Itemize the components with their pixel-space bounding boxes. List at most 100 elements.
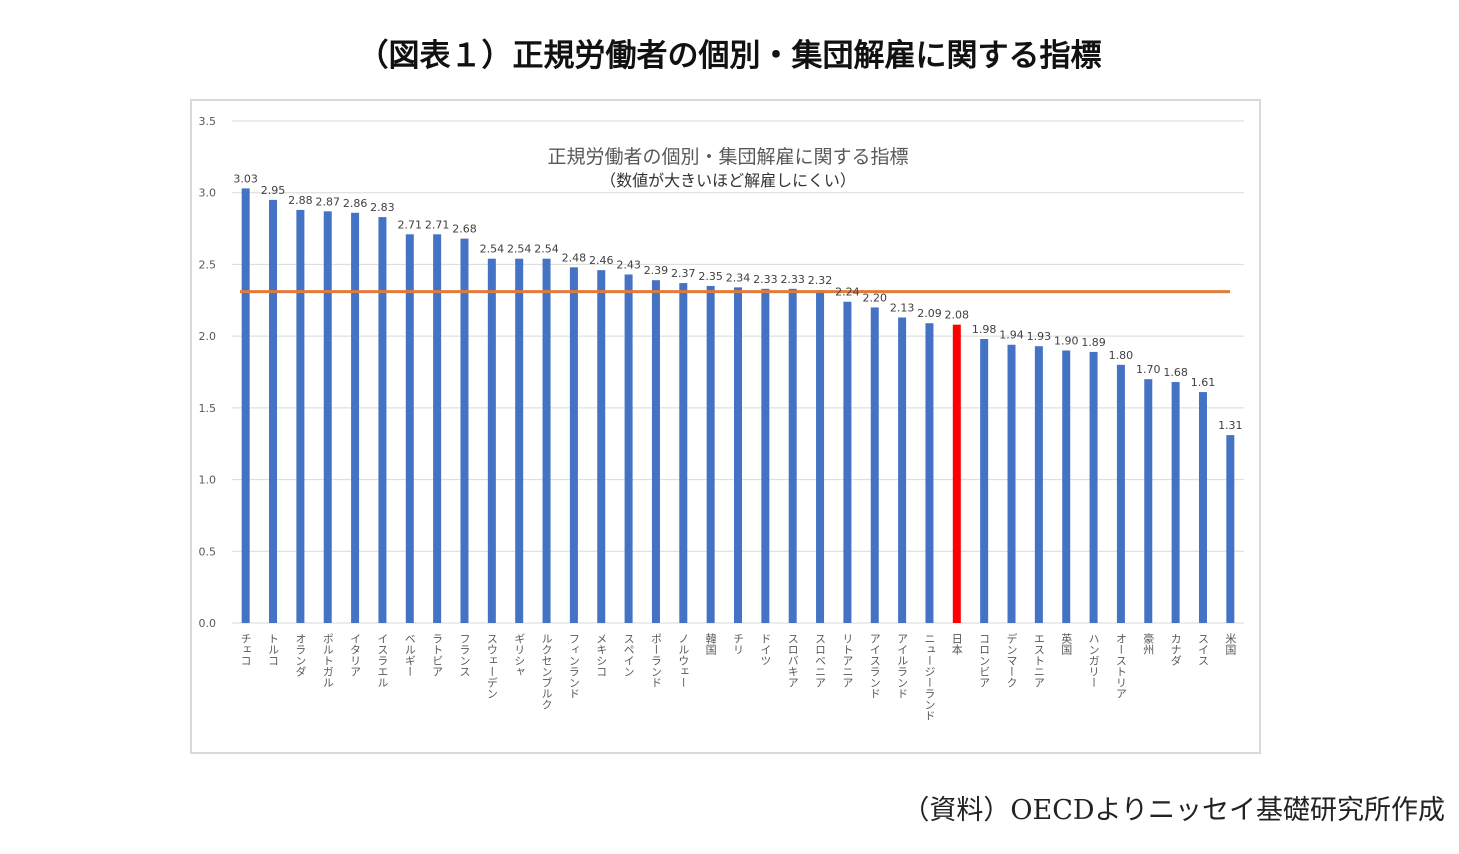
x-tick-label: リトアニア bbox=[841, 633, 854, 688]
data-label: 2.54 bbox=[534, 243, 559, 256]
bar bbox=[1116, 364, 1125, 623]
x-tick-label: チェコ bbox=[239, 633, 252, 666]
bar bbox=[569, 267, 578, 623]
x-tick-label: イタリア bbox=[349, 633, 362, 677]
data-label: 3.03 bbox=[233, 172, 257, 185]
data-label: 2.83 bbox=[370, 201, 395, 214]
data-label: 2.88 bbox=[288, 194, 313, 207]
y-tick-label: 1.0 bbox=[199, 474, 217, 487]
bar bbox=[706, 285, 715, 623]
x-tick-label: 豪州 bbox=[1142, 632, 1155, 655]
data-label: 2.54 bbox=[507, 243, 532, 256]
bar bbox=[1034, 346, 1043, 623]
bar bbox=[296, 209, 305, 623]
x-tick-label: ノルウェー bbox=[677, 633, 690, 688]
bar bbox=[870, 307, 879, 623]
x-tick-label: アイルランド bbox=[896, 633, 909, 699]
x-tick-label: イスラエル bbox=[376, 633, 389, 688]
bar bbox=[597, 270, 606, 623]
x-tick-label: チリ bbox=[732, 633, 745, 655]
bar bbox=[925, 323, 934, 623]
x-tick-label: ポーランド bbox=[649, 633, 662, 688]
x-tick-label: スイス bbox=[1196, 633, 1209, 666]
x-tick-label: コロンビア bbox=[978, 633, 991, 688]
bar bbox=[351, 212, 360, 623]
chart-frame: 0.0 0.5 1.0 1.5 2.0 2.5 3.0 3.5 正規労働者の個別・集団解雇に関… bbox=[190, 99, 1261, 754]
bar bbox=[1062, 350, 1071, 623]
data-label: 2.86 bbox=[343, 197, 368, 210]
bar bbox=[980, 339, 989, 623]
page-title: （図表１）正規労働者の個別・集団解雇に関する指標 bbox=[357, 38, 1102, 74]
bar bbox=[1144, 379, 1153, 623]
data-label: 2.13 bbox=[890, 301, 915, 314]
data-label: 2.71 bbox=[425, 218, 450, 231]
bar bbox=[405, 234, 414, 623]
data-label: 1.93 bbox=[1027, 330, 1052, 343]
data-label: 1.61 bbox=[1191, 376, 1216, 389]
data-label: 2.33 bbox=[780, 273, 805, 286]
x-tick-label: ルクセンブルク bbox=[540, 633, 553, 710]
data-label: 1.94 bbox=[999, 329, 1024, 342]
data-label: 2.54 bbox=[480, 243, 505, 256]
bar bbox=[1089, 351, 1098, 623]
data-label: 2.46 bbox=[589, 254, 614, 267]
x-tick-label: 韓国 bbox=[704, 633, 717, 656]
y-tick-label: 2.5 bbox=[199, 258, 217, 271]
data-label: 2.33 bbox=[753, 273, 778, 286]
bar bbox=[788, 288, 797, 623]
x-tick-label: エストニア bbox=[1032, 633, 1045, 688]
y-axis-ticks: 0.0 0.5 1.0 1.5 2.0 2.5 3.0 3.5 bbox=[199, 115, 217, 630]
data-label: 2.35 bbox=[698, 270, 723, 283]
x-tick-label: ラトビア bbox=[431, 633, 444, 677]
y-tick-label: 0.0 bbox=[199, 617, 217, 630]
x-tick-label: オランダ bbox=[294, 633, 307, 677]
chart-title: 正規労働者の個別・集団解雇に関する指標 bbox=[547, 146, 908, 168]
data-label: 1.80 bbox=[1109, 349, 1134, 362]
x-axis-ticks: チェコ トルコ オランダ ポルトガル イタリア イスラエル ベルギー ラトビア フランス スウェー… bbox=[239, 632, 1237, 721]
bar bbox=[1007, 344, 1016, 623]
data-label: 2.95 bbox=[261, 184, 286, 197]
bar bbox=[843, 301, 852, 623]
bar bbox=[734, 287, 742, 623]
bar bbox=[241, 188, 250, 623]
y-tick-label: 2.0 bbox=[199, 330, 217, 343]
y-tick-label: 3.5 bbox=[199, 115, 217, 128]
bar bbox=[624, 274, 633, 623]
data-labels: 3.032.952.88 2.87 2.86 2.832.71 2.71 2.682.54… bbox=[233, 172, 1242, 432]
bar bbox=[542, 258, 551, 623]
x-tick-label: オーストリア bbox=[1114, 633, 1127, 699]
bar bbox=[898, 317, 907, 623]
x-tick-label: 米国 bbox=[1224, 633, 1237, 656]
bar bbox=[433, 234, 442, 623]
data-label: 2.08 bbox=[945, 309, 970, 322]
x-tick-label: 英国 bbox=[1060, 632, 1073, 656]
bar-chart: 0.0 0.5 1.0 1.5 2.0 2.5 3.0 3.5 正規労働者の個別・集団解雇に関… bbox=[199, 115, 1244, 721]
x-tick-label: フランス bbox=[458, 633, 471, 677]
data-label: 1.31 bbox=[1218, 419, 1243, 432]
data-label: 2.37 bbox=[671, 267, 696, 280]
data-label: 2.24 bbox=[835, 286, 860, 299]
x-tick-label: メキシコ bbox=[595, 633, 608, 677]
y-tick-label: 1.5 bbox=[199, 402, 217, 415]
bar bbox=[651, 280, 660, 623]
data-label: 2.09 bbox=[917, 307, 942, 320]
x-tick-label: ベルギー bbox=[403, 633, 416, 677]
x-tick-label: ポルトガル bbox=[321, 633, 334, 688]
x-tick-label: スロバキア bbox=[786, 633, 799, 688]
bar bbox=[816, 290, 825, 623]
bar bbox=[487, 258, 496, 623]
x-tick-label: スペイン bbox=[622, 633, 635, 677]
bar bbox=[323, 211, 332, 624]
data-label: 2.32 bbox=[808, 274, 833, 287]
bar bbox=[1171, 382, 1180, 623]
data-label: 2.43 bbox=[616, 258, 641, 271]
x-tick-label: ニュージーランド bbox=[923, 633, 936, 721]
x-tick-label: ドイツ bbox=[759, 633, 772, 666]
x-tick-label: スロベニア bbox=[814, 633, 827, 688]
chart-subtitle: （数値が大きいほど解雇しにくい） bbox=[600, 171, 856, 190]
x-tick-label: ハンガリー bbox=[1087, 633, 1100, 688]
bar bbox=[1226, 435, 1235, 623]
data-label: 1.70 bbox=[1136, 363, 1161, 376]
x-tick-label: フィンランド bbox=[567, 633, 580, 699]
x-tick-label: デンマーク bbox=[1005, 632, 1018, 688]
